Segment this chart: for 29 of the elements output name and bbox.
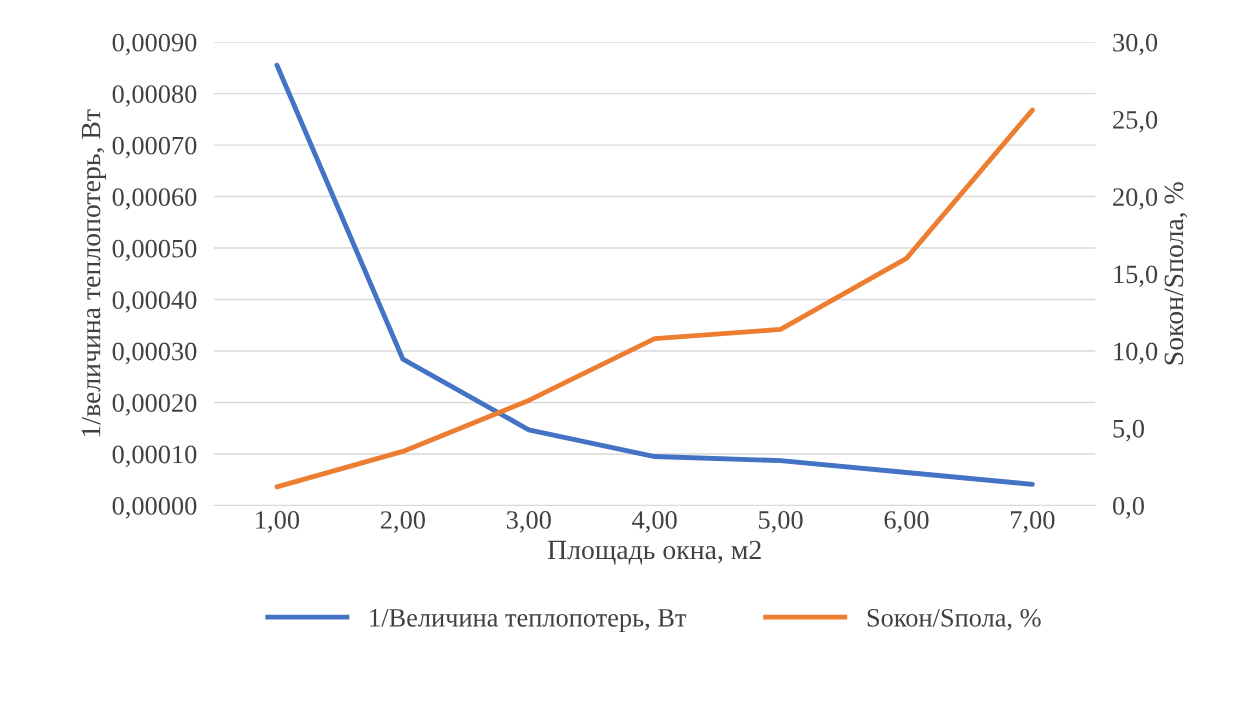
y-tick-label: 0,00000 xyxy=(112,497,197,519)
x-tick-label: 5,00 xyxy=(759,511,803,533)
y-tick-label: 0,00020 xyxy=(112,394,197,416)
y-tick-label: 0,00010 xyxy=(112,445,197,468)
y-tick-label: 0,00050 xyxy=(112,239,197,262)
y-tick-label: 0,00080 xyxy=(112,85,197,107)
legend-label: Sокон/Sпола, % xyxy=(867,608,1041,631)
y2-tick-label: 0,0 xyxy=(1113,497,1144,519)
legend-label: 1/Величина теплопотерь, Вт xyxy=(370,609,687,633)
y-tick-label: 0,00070 xyxy=(112,136,197,159)
x-tick-label: 4,00 xyxy=(632,511,677,533)
x-axis-title: Площадь окна, м2 xyxy=(547,540,761,565)
y-tick-label: 0,00060 xyxy=(112,188,197,210)
y2-tick-label: 25,0 xyxy=(1113,110,1158,133)
y2-tick-label: 15,0 xyxy=(1114,265,1158,287)
y2-tick-label: 30,0 xyxy=(1113,33,1158,56)
y2-axis-title: Sокон/Sпола, % xyxy=(1164,182,1188,365)
x-tick-label: 1,00 xyxy=(256,511,300,533)
y2-tick-label: 5,0 xyxy=(1113,419,1144,442)
y-tick-label: 0,00030 xyxy=(112,342,197,365)
y2-tick-label: 20,0 xyxy=(1113,188,1158,210)
y-tick-label: 0,00090 xyxy=(112,33,197,56)
x-tick-label: 3,00 xyxy=(506,511,551,533)
y2-tick-label: 10,0 xyxy=(1114,342,1158,365)
x-tick-label: 2,00 xyxy=(380,511,425,533)
x-tick-label: 7,00 xyxy=(1011,511,1055,533)
y-axis-title: 1/величина теплопотерь, Вт xyxy=(81,109,107,437)
x-tick-label: 6,00 xyxy=(884,511,929,533)
y-tick-label: 0,00040 xyxy=(112,291,197,313)
